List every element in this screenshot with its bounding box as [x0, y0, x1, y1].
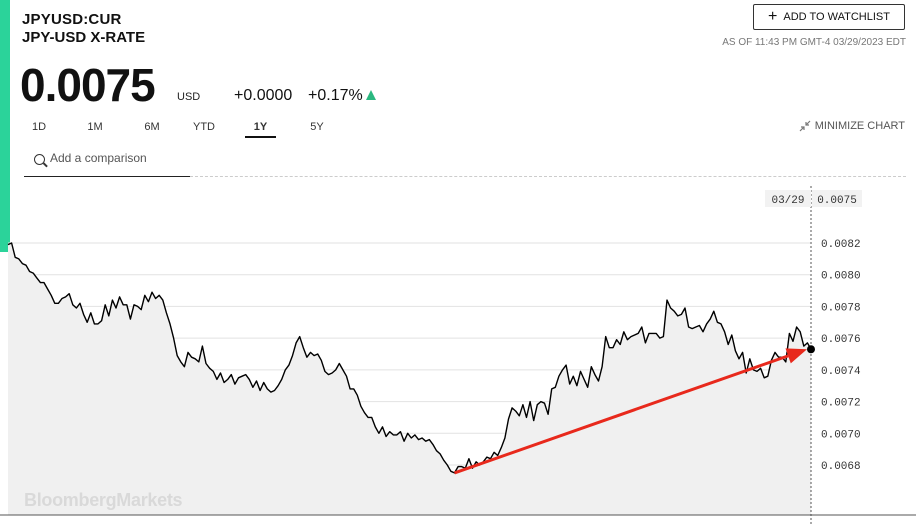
cursor-value: 0.0075: [817, 195, 857, 207]
accent-bar: [0, 0, 10, 252]
ticker-symbol: JPYUSD:CUR: [22, 11, 122, 28]
bloomberg-watermark: BloombergMarkets: [24, 490, 183, 510]
y-tick-label: 0.0076: [821, 334, 861, 346]
price-line: [7, 242, 812, 474]
y-axis-ticks: 0.0068 0.0070 0.0072 0.0074 0.0076 0.0078 0.00…: [821, 239, 861, 473]
price-change-percent: +0.17%: [308, 87, 363, 104]
time-range-tabs: 1D 1M 6M YTD 1Y 5Y: [22, 118, 330, 138]
annotation: [454, 348, 807, 475]
y-tick-label: 0.0070: [821, 429, 861, 441]
cursor-readout: 03/29 0.0075: [765, 190, 862, 207]
price-area: [8, 243, 811, 515]
comparison-search: [24, 145, 190, 177]
divider: [190, 176, 906, 177]
tab-5y[interactable]: 5Y: [310, 121, 324, 133]
search-icon: [34, 154, 45, 165]
comparison-search-input[interactable]: [50, 151, 185, 165]
tab-1y[interactable]: 1Y: [245, 118, 276, 138]
cursor-date: 03/29: [771, 195, 804, 207]
annotation-arrow-shaft: [454, 354, 789, 475]
instrument-name: JPY-USD X-RATE: [22, 29, 146, 46]
add-to-watchlist-button[interactable]: + ADD TO WATCHLIST: [753, 4, 905, 30]
current-price: 0.0075: [20, 59, 156, 111]
minimize-chart-button[interactable]: MINIMIZE CHART: [799, 120, 905, 132]
add-to-watchlist-label: ADD TO WATCHLIST: [783, 11, 890, 23]
y-tick-label: 0.0074: [821, 366, 861, 378]
as-of-timestamp: AS OF 11:43 PM GMT-4 03/29/2023 EDT: [722, 37, 906, 48]
tab-ytd[interactable]: YTD: [193, 121, 215, 133]
tab-6m[interactable]: 6M: [144, 121, 160, 133]
y-tick-label: 0.0080: [821, 271, 861, 283]
y-tick-label: 0.0072: [821, 398, 861, 410]
y-tick-label: 0.0082: [821, 239, 861, 251]
tab-1d[interactable]: 1D: [31, 121, 47, 133]
minimize-icon: [799, 120, 811, 132]
annotation-arrow-head: [785, 348, 807, 364]
minimize-chart-label: MINIMIZE CHART: [814, 120, 905, 132]
price-change: +0.0000: [234, 87, 293, 104]
up-arrow-icon: [366, 90, 376, 100]
cursor-value-box: [812, 190, 862, 207]
y-tick-label: 0.0068: [821, 461, 861, 473]
plus-icon: +: [768, 8, 778, 25]
cursor-date-box: [765, 190, 811, 207]
currency-label: USD: [177, 91, 201, 103]
last-point-marker: [807, 345, 815, 354]
tab-1m[interactable]: 1M: [87, 121, 103, 133]
y-tick-label: 0.0078: [821, 302, 861, 314]
